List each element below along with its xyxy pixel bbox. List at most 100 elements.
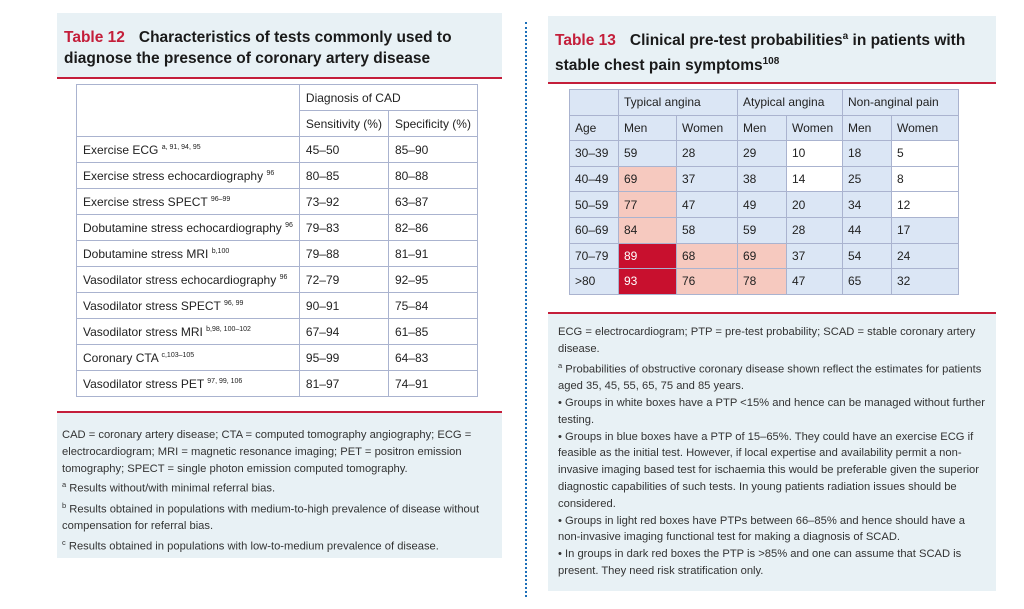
- sensitivity-cell: 95–99: [298, 344, 389, 371]
- test-reference: b,100: [211, 247, 230, 255]
- footnote-a: a Results without/with minimal referral …: [62, 480, 276, 496]
- ptp-cell-nonanginal-women: 17: [891, 216, 959, 244]
- ptp-cell-typical-women: 37: [676, 165, 738, 193]
- test-name-cell: Vasodilator stress MRI b,98, 100–102: [76, 318, 300, 345]
- sensitivity-cell: 79–83: [298, 214, 389, 241]
- table-row: Vasodilator stress MRI b,98, 100–102 67–9…: [76, 318, 478, 345]
- header-men: Men: [842, 114, 892, 142]
- test-name: Vasodilator stress MRI: [83, 324, 203, 339]
- table-row: Vasodilator stress PET 97, 99, 106 81–97 7…: [76, 370, 478, 397]
- test-reference: 97, 99, 106: [207, 377, 243, 385]
- test-reference: b,98, 100–102: [206, 325, 251, 333]
- ptp-cell-nonanginal-women: 5: [891, 140, 959, 167]
- age-cell: 30–39: [569, 140, 619, 167]
- test-reference: 96: [285, 221, 293, 229]
- ptp-cell-atypical-men: 38: [737, 165, 787, 193]
- age-cell: 70–79: [569, 242, 619, 270]
- test-name-cell: Dobutamine stress echocardiography 96: [76, 214, 300, 241]
- ptp-cell-atypical-men: 59: [737, 216, 787, 244]
- test-reference: 96: [279, 273, 288, 281]
- table-13-top-rule: [548, 82, 996, 84]
- sensitivity-cell: 67–94: [298, 318, 389, 345]
- table-12-title: Table 12 Characteristics of tests commonl…: [64, 27, 502, 69]
- ptp-cell-nonanginal-women: 24: [891, 242, 959, 270]
- header-men: Men: [618, 114, 677, 142]
- specificity-cell: 63–87: [387, 188, 478, 215]
- test-reference: a, 91, 94, 95: [161, 143, 201, 151]
- table-row: 30–39 59 28 29 10 18 5: [569, 140, 959, 167]
- sensitivity-cell: 79–88: [298, 240, 389, 267]
- header-typical-angina: Typical angina: [618, 89, 738, 116]
- header-blank-cell: [569, 89, 619, 116]
- sensitivity-cell: 90–91: [298, 292, 389, 319]
- ptp-cell-typical-men: 93: [618, 268, 677, 295]
- table-row: 70–79 89 68 69 37 54 24: [569, 242, 959, 270]
- test-reference: 96, 99: [223, 299, 244, 307]
- table-row: Vasodilator stress SPECT 96, 99 90–91 75–8…: [76, 292, 478, 319]
- ptp-cell-typical-men: 77: [618, 191, 677, 218]
- test-name: Exercise stress echocardiography: [83, 168, 264, 183]
- specificity-cell: 74–91: [387, 370, 478, 397]
- table-12-title-text: Characteristics of tests commonly used t…: [64, 29, 452, 67]
- test-name: Exercise stress SPECT: [83, 194, 208, 209]
- ptp-cell-typical-men: 84: [618, 216, 677, 244]
- specificity-cell: 81–91: [387, 240, 478, 267]
- test-name: Exercise ECG: [83, 142, 159, 157]
- table-subheader-row: Sensitivity (%) Specificity (%): [77, 110, 478, 137]
- test-name: Vasodilator stress echocardiography: [83, 272, 277, 287]
- test-name-cell: Exercise stress SPECT 96–99: [76, 188, 300, 215]
- header-diagnosis: Diagnosis of CAD: [298, 84, 478, 111]
- ptp-cell-nonanginal-men: 25: [842, 165, 892, 193]
- table-subheader-row: Age Men Women Men Women Men Women: [569, 114, 959, 142]
- table-13-body: Typical angina Atypical angina Non-angin…: [548, 84, 996, 312]
- ptp-cell-atypical-women: 37: [786, 242, 843, 270]
- header-women: Women: [891, 114, 959, 142]
- ptp-cell-nonanginal-men: 54: [842, 242, 892, 270]
- test-name: Dobutamine stress echocardiography: [83, 220, 282, 235]
- header-women: Women: [786, 114, 843, 142]
- ptp-cell-typical-women: 47: [676, 191, 738, 218]
- ptp-cell-nonanginal-men: 18: [842, 140, 892, 167]
- header-age: Age: [569, 114, 619, 142]
- sensitivity-cell: 73–92: [298, 188, 389, 215]
- ptp-cell-atypical-women: 10: [786, 140, 843, 167]
- specificity-cell: 92–95: [387, 266, 478, 293]
- ptp-cell-atypical-men: 29: [737, 140, 787, 167]
- table-header-row: Diagnosis of CAD: [76, 84, 478, 137]
- ptp-cell-typical-women: 76: [676, 268, 738, 295]
- age-cell: 40–49: [569, 165, 619, 193]
- table-13-footnotes: ECG = electrocardiogram; PTP = pre-test …: [558, 324, 990, 580]
- table-row: Exercise stress SPECT 96–99 73–92 63–87: [76, 188, 478, 215]
- table-row: Dobutamine stress MRI b,100 79–88 81–91: [76, 240, 478, 267]
- test-name-cell: Vasodilator stress SPECT 96, 99: [76, 292, 300, 319]
- ptp-cell-typical-men: 59: [618, 140, 677, 167]
- ptp-cell-atypical-men: 49: [737, 191, 787, 218]
- column-divider: [525, 22, 527, 597]
- table-12-body: Diagnosis of CAD Sensitivity (%) Specifi…: [57, 79, 502, 411]
- footnote-c: c Results obtained in populations with l…: [62, 538, 439, 553]
- header-non-anginal-pain: Non-anginal pain: [842, 89, 959, 116]
- ptp-cell-atypical-women: 28: [786, 216, 843, 244]
- ptp-cell-nonanginal-men: 34: [842, 191, 892, 218]
- sensitivity-cell: 81–97: [298, 370, 389, 397]
- table-13-number: Table 13: [555, 32, 616, 50]
- footnote-light-red-boxes: • Groups in light red boxes have PTPs be…: [558, 514, 965, 544]
- ptp-cell-atypical-women: 47: [786, 268, 843, 295]
- ptp-cell-nonanginal-women: 8: [891, 165, 959, 193]
- specificity-cell: 85–90: [387, 136, 478, 163]
- age-cell: >80: [569, 268, 619, 295]
- table-row: Dobutamine stress echocardiography 96 79–…: [76, 214, 478, 241]
- footnote-blue-boxes: • Groups in blue boxes have a PTP of 15–…: [558, 430, 980, 510]
- header-specificity: Specificity (%): [387, 110, 478, 137]
- sensitivity-cell: 72–79: [298, 266, 389, 293]
- test-reference: 96: [266, 169, 275, 177]
- header-men: Men: [737, 114, 787, 142]
- footnote-b: b Results obtained in populations with m…: [62, 500, 480, 533]
- ptp-cell-atypical-women: 20: [786, 191, 843, 218]
- test-name-cell: Exercise ECG a, 91, 94, 95: [76, 136, 300, 163]
- test-name: Coronary CTA: [83, 350, 159, 365]
- ptp-cell-atypical-women: 14: [786, 165, 843, 193]
- test-name-cell: Vasodilator stress PET 97, 99, 106: [76, 370, 300, 397]
- table-row: Exercise stress echocardiography 96 80–85…: [76, 162, 478, 189]
- table-13-bottom-rule: [548, 312, 996, 314]
